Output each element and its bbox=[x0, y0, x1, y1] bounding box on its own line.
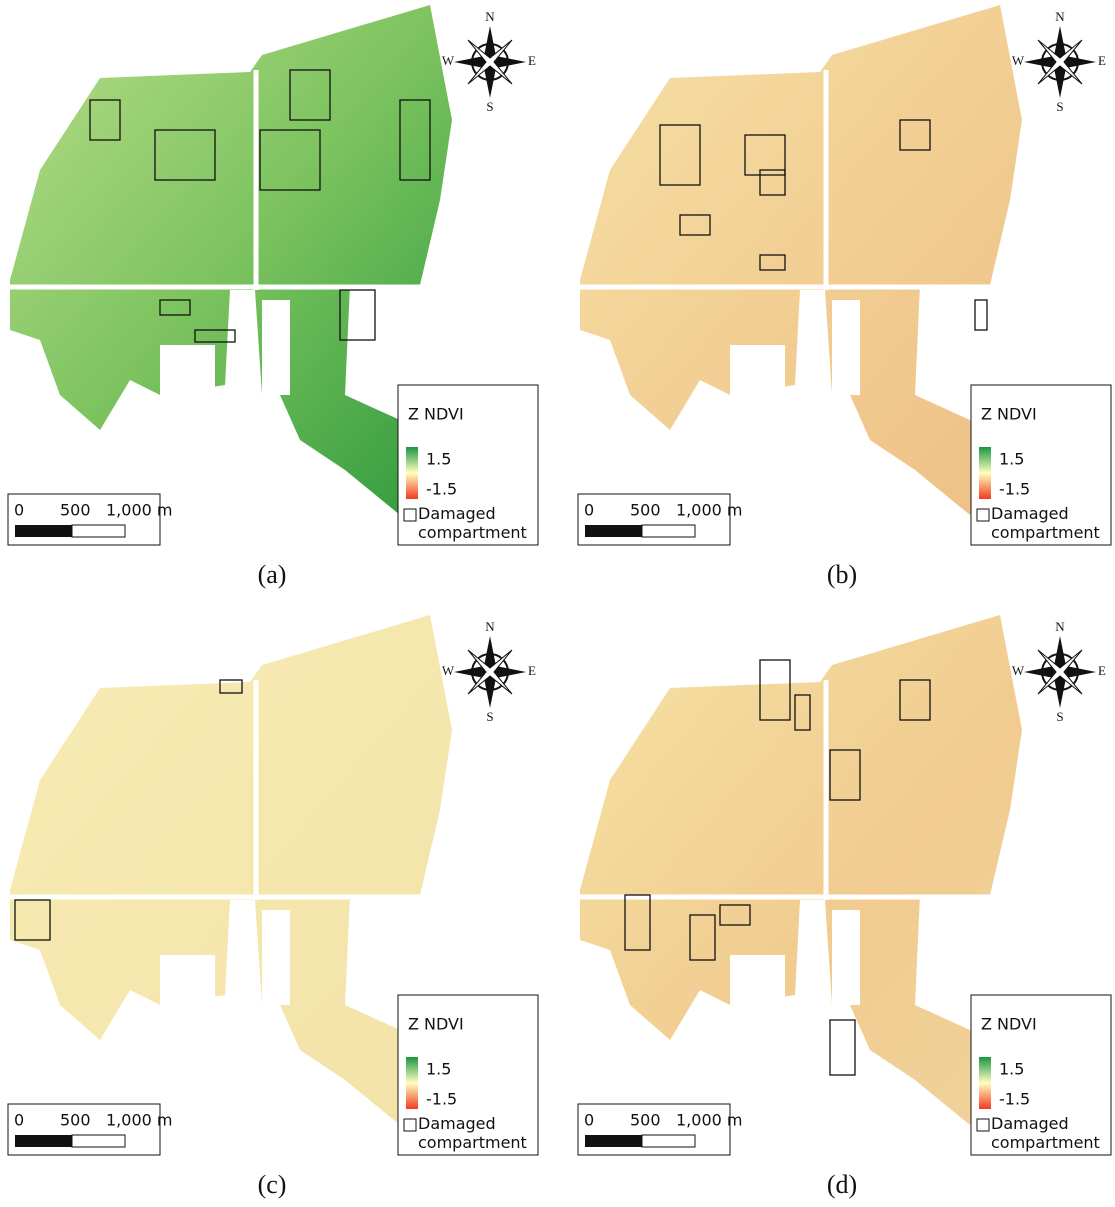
scale-tick: 1,000 m bbox=[106, 501, 172, 520]
scale-bar-black bbox=[15, 1135, 72, 1147]
map-area bbox=[580, 5, 1022, 515]
legend-damaged-swatch bbox=[977, 1119, 989, 1131]
legend-title: Z NDVI bbox=[408, 405, 464, 424]
damaged-compartment bbox=[830, 1020, 855, 1075]
compass-east: E bbox=[1098, 53, 1106, 68]
page: {"panels": [ {"label": "(a)", "compass":… bbox=[0, 0, 1115, 1203]
compass: N S W E bbox=[442, 619, 536, 724]
compass-south: S bbox=[1056, 99, 1063, 114]
scale-tick: 1,000 m bbox=[676, 501, 742, 520]
figure: N S W E Z NDVI 1.5 -1.5 Damaged compartment 0 500… bbox=[0, 0, 1115, 1203]
scale-tick: 500 bbox=[630, 1111, 661, 1130]
legend-max: 1.5 bbox=[426, 450, 451, 469]
panel-label: (b) bbox=[827, 560, 857, 589]
legend-ramp bbox=[979, 447, 991, 499]
legend-title: Z NDVI bbox=[981, 1015, 1037, 1034]
scale-tick: 0 bbox=[14, 501, 24, 520]
panel-label: (c) bbox=[258, 1170, 287, 1199]
panel: N S W E Z NDVI 1.5 -1.5 Damaged compartment 0 500… bbox=[8, 5, 538, 589]
panel-label: (a) bbox=[258, 560, 287, 589]
scale-bar-white bbox=[642, 1135, 695, 1147]
legend-damaged-swatch bbox=[404, 1119, 416, 1131]
compass-north: N bbox=[1055, 619, 1065, 634]
legend-min: -1.5 bbox=[426, 1090, 457, 1109]
legend-min: -1.5 bbox=[999, 480, 1030, 499]
legend-ramp bbox=[979, 1057, 991, 1109]
compass-west: W bbox=[1012, 663, 1025, 678]
compass-west: W bbox=[1012, 53, 1025, 68]
scale-tick: 0 bbox=[14, 1111, 24, 1130]
scale-tick: 500 bbox=[630, 501, 661, 520]
scale-bar-white bbox=[642, 525, 695, 537]
scale-tick: 0 bbox=[584, 501, 594, 520]
scale-tick: 500 bbox=[60, 501, 91, 520]
clearing bbox=[730, 345, 785, 395]
compass-east: E bbox=[528, 663, 536, 678]
legend-damaged-wrap: Damaged compartment bbox=[418, 1114, 536, 1156]
legend-max: 1.5 bbox=[426, 1060, 451, 1079]
clearing bbox=[832, 910, 860, 1005]
scale-tick: 1,000 m bbox=[106, 1111, 172, 1130]
clearing bbox=[832, 300, 860, 395]
legend-max: 1.5 bbox=[999, 1060, 1024, 1079]
legend-ramp bbox=[406, 1057, 418, 1109]
panel: N S W E Z NDVI 1.5 -1.5 Damaged compartment 0 500… bbox=[578, 615, 1111, 1199]
clearing bbox=[262, 300, 290, 395]
compass-east: E bbox=[1098, 663, 1106, 678]
map-area bbox=[10, 5, 452, 515]
legend-damaged-wrap: Damaged compartment bbox=[991, 1114, 1109, 1156]
legend-damaged-wrap: Damaged compartment bbox=[418, 504, 536, 546]
scale-bar-black bbox=[585, 525, 642, 537]
compass-north: N bbox=[485, 9, 495, 24]
clearing bbox=[160, 345, 215, 395]
compass-west: W bbox=[442, 53, 455, 68]
compass-south: S bbox=[486, 709, 493, 724]
compass: N S W E bbox=[1012, 619, 1106, 724]
panel: N S W E Z NDVI 1.5 -1.5 Damaged compartment 0 500… bbox=[578, 5, 1111, 589]
legend-damaged-swatch bbox=[404, 509, 416, 521]
compass-south: S bbox=[486, 99, 493, 114]
compass-east: E bbox=[528, 53, 536, 68]
legend-min: -1.5 bbox=[999, 1090, 1030, 1109]
map-area bbox=[10, 615, 452, 1125]
legend-title: Z NDVI bbox=[981, 405, 1037, 424]
legend-damaged: Damaged compartment bbox=[418, 504, 536, 542]
compass-north: N bbox=[1055, 9, 1065, 24]
legend-damaged: Damaged compartment bbox=[991, 1114, 1109, 1152]
compass-west: W bbox=[442, 663, 455, 678]
compass-north: N bbox=[485, 619, 495, 634]
compass-south: S bbox=[1056, 709, 1063, 724]
scale-tick: 500 bbox=[60, 1111, 91, 1130]
legend-min: -1.5 bbox=[426, 480, 457, 499]
legend-damaged: Damaged compartment bbox=[991, 504, 1109, 542]
scale-tick: 1,000 m bbox=[676, 1111, 742, 1130]
legend-damaged: Damaged compartment bbox=[418, 1114, 536, 1152]
clearing bbox=[730, 955, 785, 1005]
scale-bar-black bbox=[15, 525, 72, 537]
legend-ramp bbox=[406, 447, 418, 499]
scale-tick: 0 bbox=[584, 1111, 594, 1130]
scale-bar-white bbox=[72, 525, 125, 537]
legend-damaged-swatch bbox=[977, 509, 989, 521]
clearing bbox=[262, 910, 290, 1005]
damaged-compartment bbox=[975, 300, 987, 330]
legend-max: 1.5 bbox=[999, 450, 1024, 469]
legend-damaged-wrap: Damaged compartment bbox=[991, 504, 1109, 546]
map-area bbox=[580, 615, 1022, 1125]
legend-title: Z NDVI bbox=[408, 1015, 464, 1034]
scale-bar-black bbox=[585, 1135, 642, 1147]
compass: N S W E bbox=[442, 9, 536, 114]
compass: N S W E bbox=[1012, 9, 1106, 114]
panel-label: (d) bbox=[827, 1170, 857, 1199]
panel: N S W E Z NDVI 1.5 -1.5 Damaged compartment 0 500… bbox=[8, 615, 538, 1199]
scale-bar-white bbox=[72, 1135, 125, 1147]
clearing bbox=[160, 955, 215, 1005]
